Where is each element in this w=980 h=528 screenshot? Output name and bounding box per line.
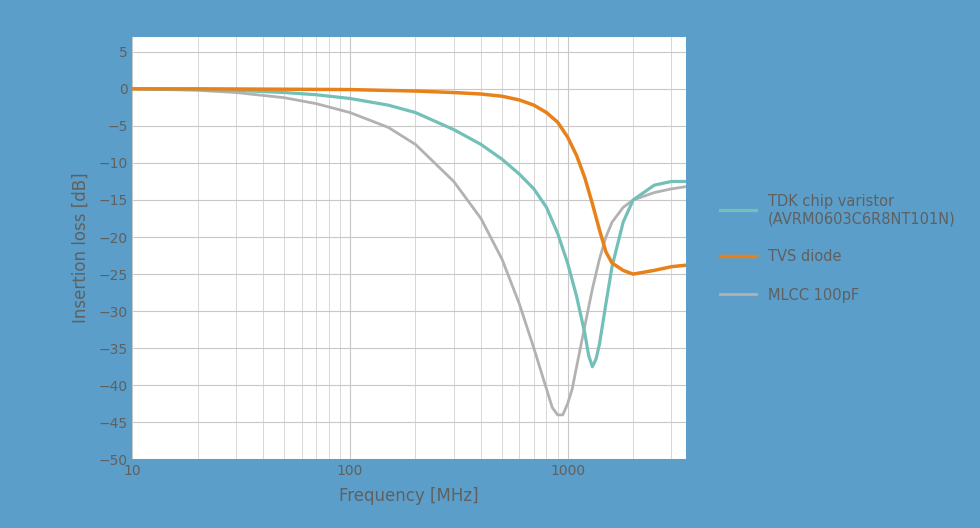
X-axis label: Frequency [MHz]: Frequency [MHz] <box>339 487 479 505</box>
Y-axis label: Insertion loss [dB]: Insertion loss [dB] <box>72 173 90 324</box>
Legend: TDK chip varistor
(AVRM0603C6R8NT101N), TVS diode, MLCC 100pF: TDK chip varistor (AVRM0603C6R8NT101N), … <box>713 188 961 308</box>
